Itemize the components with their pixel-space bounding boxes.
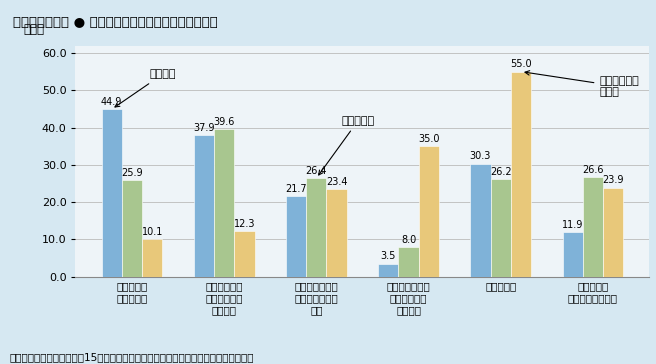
Text: 契約社員: 契約社員 (115, 70, 176, 107)
Bar (603, 187, 623, 277)
Text: 10.1: 10.1 (142, 227, 163, 237)
Bar (306, 178, 327, 277)
Text: 11.9: 11.9 (562, 220, 583, 230)
Bar (194, 135, 214, 277)
Bar (378, 264, 398, 277)
Bar (583, 178, 603, 277)
Text: （備考）厚生労働者「平成15年就業形態の多様化に関する総合実態調査」より作成。: （備考）厚生労働者「平成15年就業形態の多様化に関する総合実態調査」より作成。 (10, 352, 255, 362)
Bar (142, 239, 163, 277)
Text: 26.2: 26.2 (490, 167, 512, 177)
Text: 30.3: 30.3 (470, 151, 491, 162)
Bar (562, 232, 583, 277)
Text: 35.0: 35.0 (418, 134, 440, 144)
Text: 8.0: 8.0 (401, 234, 416, 245)
Bar (327, 189, 347, 277)
Text: パートタイム
労働者: パートタイム 労働者 (525, 71, 639, 97)
Text: 21.7: 21.7 (285, 183, 307, 194)
Bar (470, 164, 491, 277)
Bar (286, 196, 306, 277)
Bar (491, 179, 511, 277)
Bar (419, 146, 439, 277)
Text: 23.9: 23.9 (602, 175, 624, 185)
Text: 55.0: 55.0 (510, 59, 532, 70)
Text: （％）: （％） (24, 23, 45, 36)
Text: 派遣労働者: 派遣労働者 (319, 116, 375, 175)
Text: 25.9: 25.9 (121, 168, 143, 178)
Bar (511, 72, 531, 277)
Text: 26.6: 26.6 (582, 165, 604, 175)
Bar (214, 129, 234, 277)
Text: 3.5: 3.5 (380, 252, 396, 261)
Text: 39.6: 39.6 (213, 117, 235, 127)
Text: 26.4: 26.4 (306, 166, 327, 176)
Text: 23.4: 23.4 (326, 177, 348, 187)
Bar (122, 180, 142, 277)
Bar (102, 109, 122, 277)
Text: 44.9: 44.9 (101, 97, 123, 107)
Text: 37.9: 37.9 (193, 123, 215, 133)
Text: 第１－２－５図 ● 就業形態別非正社員の主な雇用理由: 第１－２－５図 ● 就業形態別非正社員の主な雇用理由 (13, 16, 218, 29)
Bar (398, 247, 419, 277)
Bar (234, 231, 255, 277)
Text: 12.3: 12.3 (234, 218, 255, 229)
